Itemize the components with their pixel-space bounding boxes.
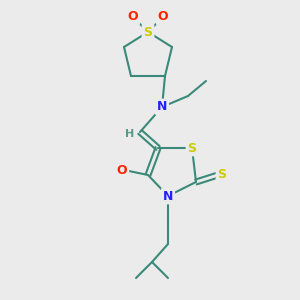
Text: S: S bbox=[143, 26, 152, 38]
Text: S: S bbox=[218, 169, 226, 182]
Text: N: N bbox=[157, 100, 167, 113]
Text: O: O bbox=[128, 11, 138, 23]
Text: N: N bbox=[163, 190, 173, 202]
Text: S: S bbox=[188, 142, 196, 154]
Text: O: O bbox=[117, 164, 127, 176]
Text: O: O bbox=[158, 11, 168, 23]
Text: H: H bbox=[125, 129, 135, 139]
